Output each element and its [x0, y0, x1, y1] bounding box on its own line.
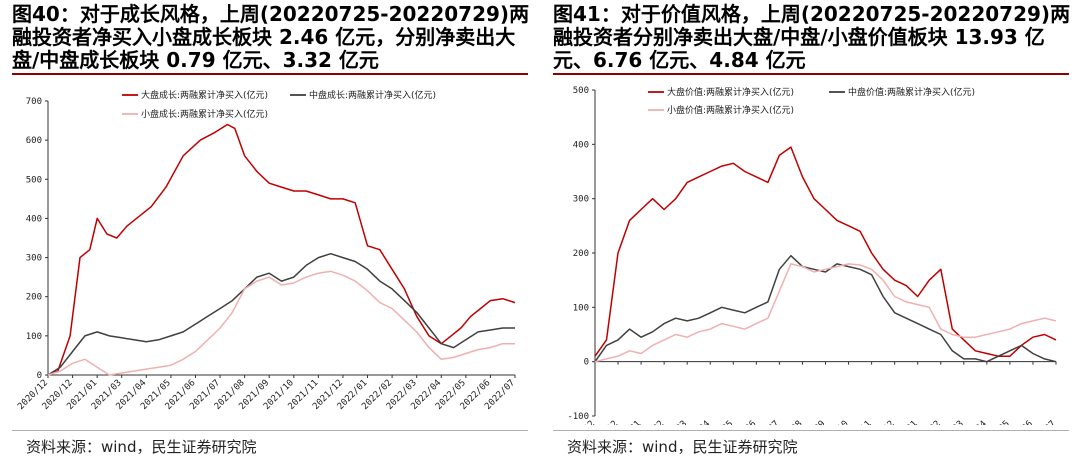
y-tick-label: 100: [573, 303, 589, 313]
series-line-2: [594, 254, 1057, 363]
chart-panel-left: 图40：对于成长风格，上周(20220725-20220729)两融投资者净买入…: [12, 0, 532, 461]
series-line-3: [594, 263, 1057, 363]
source-note: 资料来源：wind，民生证券研究院: [567, 438, 798, 456]
legend-label-3: 小盘成长:两融累计净买入(亿元): [141, 108, 268, 120]
series-line-1: [594, 146, 1057, 357]
title-divider: [12, 73, 528, 75]
y-tick-label: 500: [573, 86, 589, 96]
source-divider: [12, 430, 528, 431]
chart-panel-right: 图41：对于价值风格，上周(20220725-20220729)两融投资者分别净…: [553, 0, 1073, 461]
chart-title: 图41：对于价值风格，上周(20220725-20220729)两融投资者分别净…: [553, 2, 1071, 72]
legend-label-2: 中盘成长:两融累计净买入(亿元): [309, 89, 436, 101]
y-tick-label: 200: [573, 249, 589, 259]
y-tick-label: 300: [573, 195, 589, 205]
series-line-2: [47, 252, 515, 376]
y-tick-label: 100: [26, 332, 42, 342]
y-tick-label: 300: [26, 254, 42, 264]
legend-label-1: 大盘价值:两融累计净买入(亿元): [667, 86, 794, 98]
series-line-3: [47, 270, 515, 376]
value-style-line-chart: -10001002003004005002020/122020/122021/0…: [563, 86, 1058, 425]
legend-label-1: 大盘成长:两融累计净买入(亿元): [141, 89, 268, 101]
legend-label-2: 中盘价值:两融累计净买入(亿元): [848, 86, 975, 98]
y-tick-label: 200: [26, 293, 42, 303]
series-line-1: [47, 123, 516, 376]
y-tick-label: 400: [26, 214, 42, 224]
y-tick-label: 600: [26, 136, 42, 146]
source-note: 资料来源：wind，民生证券研究院: [26, 438, 257, 456]
y-tick-label: 0: [584, 358, 589, 368]
y-tick-label: 0: [37, 371, 42, 381]
legend-label-3: 小盘价值:两融累计净买入(亿元): [667, 104, 794, 116]
growth-style-line-chart: 01002003004005006007002020/122020/122021…: [16, 89, 517, 412]
title-divider: [553, 73, 1069, 75]
y-tick-label: 700: [26, 97, 42, 107]
source-divider: [553, 430, 1069, 431]
chart-title: 图40：对于成长风格，上周(20220725-20220729)两融投资者净买入…: [12, 2, 530, 72]
y-tick-label: -100: [567, 412, 589, 422]
y-tick-label: 500: [26, 175, 42, 185]
y-tick-label: 400: [573, 140, 589, 150]
